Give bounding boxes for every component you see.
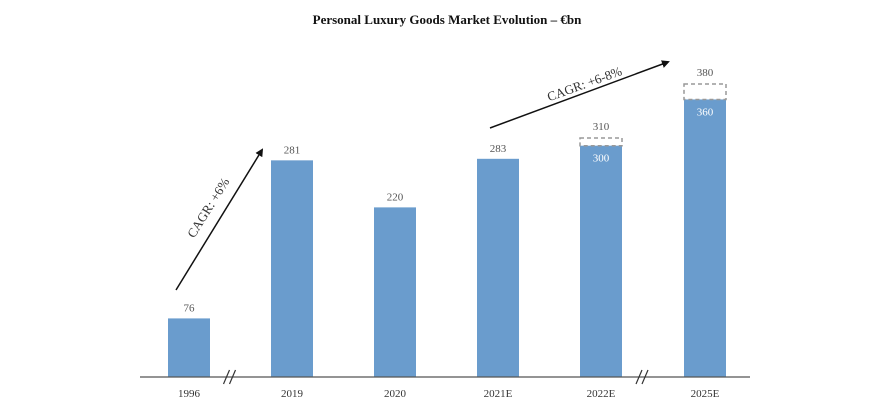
- cagr-label-0: CAGR: +6%: [184, 175, 233, 240]
- value-label-2022E: 300: [593, 153, 610, 165]
- bar-2019: [271, 160, 313, 377]
- axis-break-mark-2022E-0: [635, 369, 643, 385]
- bar-2022E: [580, 145, 622, 377]
- bars-group: [168, 99, 726, 377]
- x-tick-2019: 2019: [281, 388, 304, 400]
- axis-break-mark-1996-1: [228, 369, 237, 385]
- upper-range-label-2025E: 380: [697, 67, 714, 79]
- x-tick-2020: 2020: [384, 388, 407, 400]
- value-label-2019: 281: [284, 144, 301, 156]
- x-tick-2022E: 2022E: [587, 388, 616, 400]
- value-label-2021E: 283: [490, 143, 507, 155]
- value-label-2020: 220: [387, 191, 404, 203]
- cagr-arrow-1: [489, 60, 670, 129]
- cagr-label-1: CAGR: +6-8%: [545, 63, 624, 104]
- bar-1996: [168, 318, 210, 377]
- chart-title: Personal Luxury Goods Market Evolution –…: [313, 12, 582, 27]
- axis-break-mark-1996-0: [222, 369, 231, 385]
- upper-range-label-2022E: 310: [593, 121, 610, 133]
- cagr-arrow-0: [175, 148, 264, 291]
- value-labels-group: 76 281 220 283 310 300 380 360: [184, 67, 714, 314]
- range-box-2025E: [683, 83, 727, 101]
- x-tick-2021E: 2021E: [484, 388, 513, 400]
- bar-2025E: [684, 99, 726, 377]
- x-tick-2025E: 2025E: [691, 388, 720, 400]
- range-box-2022E: [579, 137, 623, 147]
- x-tick-labels-group: 1996 2019 2020 2021E 2022E 2025E: [178, 388, 720, 400]
- range-boxes-group: [579, 83, 727, 147]
- x-tick-1996: 1996: [178, 388, 201, 400]
- bar-2020: [374, 207, 416, 377]
- bar-2021E: [477, 158, 519, 377]
- axis-breaks-group: [222, 369, 649, 385]
- value-label-1996: 76: [184, 302, 196, 314]
- axis-break-mark-2022E-1: [641, 369, 649, 385]
- value-label-2025E: 360: [697, 106, 714, 118]
